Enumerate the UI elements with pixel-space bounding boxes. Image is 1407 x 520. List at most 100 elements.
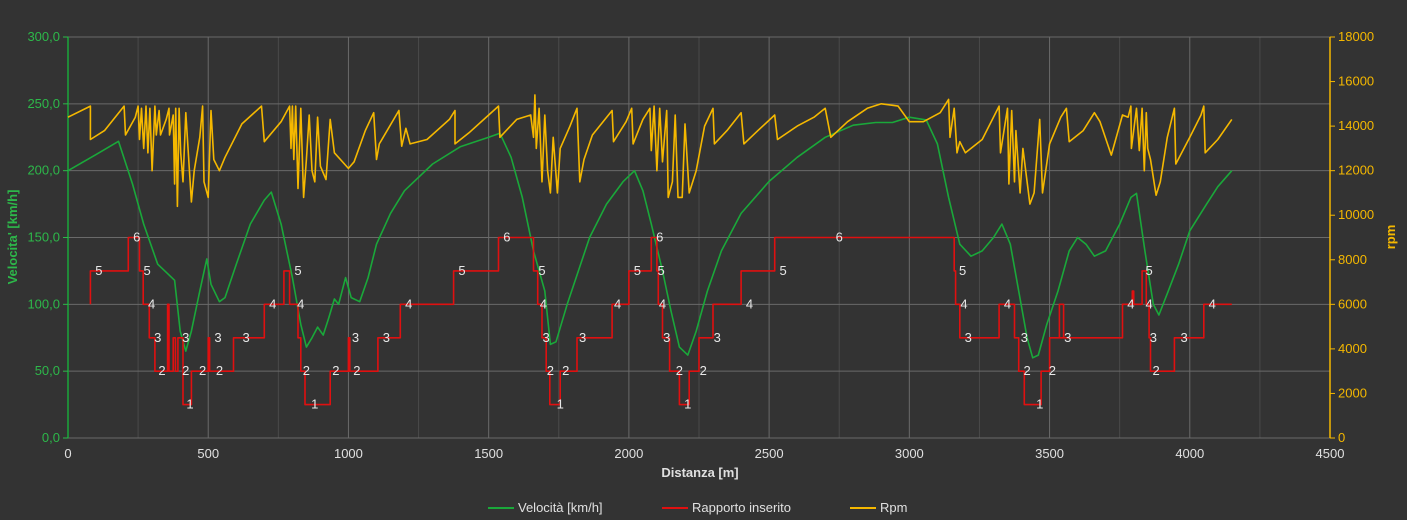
gear-data-label: 3 [242, 330, 249, 345]
gear-data-label: 1 [311, 397, 318, 412]
x-tick-label: 2500 [755, 446, 784, 461]
gear-data-label: 3 [352, 330, 359, 345]
x-tick-label: 3500 [1035, 446, 1064, 461]
x-tick-label: 4500 [1316, 446, 1345, 461]
legend-label-rpm: Rpm [880, 500, 907, 515]
gear-data-label: 4 [540, 296, 547, 311]
gear-data-label: 4 [1209, 296, 1216, 311]
gear-data-label: 2 [562, 363, 569, 378]
gear-data-label: 3 [1064, 330, 1071, 345]
gear-data-label: 4 [659, 296, 666, 311]
gear-data-label: 2 [1049, 363, 1056, 378]
y-left-tick-label: 50,0 [35, 363, 60, 378]
gear-data-label: 4 [269, 296, 276, 311]
legend-label-gear: Rapporto inserito [692, 500, 791, 515]
y-left-tick-label: 0,0 [42, 430, 60, 445]
gear-data-label: 2 [1153, 363, 1160, 378]
gear-data-label: 5 [1146, 263, 1153, 278]
gear-data-label: 4 [297, 296, 304, 311]
gear-data-label: 4 [614, 296, 621, 311]
gear-data-label: 5 [143, 263, 150, 278]
y-right-tick-label: 6000 [1338, 296, 1367, 311]
gear-data-label: 2 [332, 363, 339, 378]
gear-data-label: 4 [1004, 296, 1011, 311]
y-right-tick-label: 12000 [1338, 163, 1374, 178]
gear-data-label: 6 [133, 230, 140, 245]
gear-data-label: 2 [182, 363, 189, 378]
gear-data-label: 5 [634, 263, 641, 278]
gear-data-label: 3 [579, 330, 586, 345]
gear-data-label: 3 [1181, 330, 1188, 345]
gear-data-label: 5 [294, 263, 301, 278]
gear-data-label: 5 [95, 263, 102, 278]
y-left-tick-label: 200,0 [27, 163, 60, 178]
y-left-tick-label: 150,0 [27, 230, 60, 245]
gear-data-label: 2 [547, 363, 554, 378]
gear-data-label: 3 [214, 330, 221, 345]
gear-data-label: 1 [557, 397, 564, 412]
gear-data-label: 5 [658, 263, 665, 278]
gear-data-label: 4 [148, 296, 155, 311]
gear-data-label: 5 [780, 263, 787, 278]
gear-data-label: 3 [383, 330, 390, 345]
axis-ticks: 0 500 1000 1500 2000 2500 3000 3500 4000 4500 0,0 5… [27, 29, 1374, 461]
y-left-tick-label: 250,0 [27, 96, 60, 111]
x-tick-label: 0 [64, 446, 71, 461]
gear-data-label: 2 [199, 363, 206, 378]
y-right-tick-label: 0 [1338, 430, 1345, 445]
gear-data-label: 3 [154, 330, 161, 345]
gear-data-label: 3 [714, 330, 721, 345]
gear-data-label: 4 [1146, 296, 1153, 311]
y-right-tick-label: 10000 [1338, 207, 1374, 222]
gear-data-label: 3 [182, 330, 189, 345]
legend-item-rpm[interactable]: Rpm [850, 500, 907, 515]
gear-data-label: 1 [1036, 397, 1043, 412]
x-tick-label: 1000 [334, 446, 363, 461]
y-right-axis-title: rpm [1383, 225, 1398, 250]
gear-data-label: 2 [353, 363, 360, 378]
x-tick-label: 4000 [1175, 446, 1204, 461]
gear-data-label: 4 [405, 296, 412, 311]
x-tick-label: 2000 [614, 446, 643, 461]
gear-data-label: 4 [1127, 296, 1134, 311]
gear-data-label: 3 [1021, 330, 1028, 345]
legend-item-speed[interactable]: Velocità [km/h] [488, 500, 603, 515]
gear-data-label: 6 [836, 230, 843, 245]
series-line-rpm [67, 94, 1233, 208]
gear-data-label: 3 [543, 330, 550, 345]
gear-data-label: 4 [960, 296, 967, 311]
gear-data-label: 1 [684, 397, 691, 412]
legend: Velocità [km/h] Rapporto inserito Rpm [488, 500, 907, 515]
gear-data-label: 2 [700, 363, 707, 378]
x-tick-label: 3000 [895, 446, 924, 461]
series-line-gear [89, 236, 1232, 406]
grid [67, 36, 1331, 439]
y-left-axis-title: Velocita' [km/h] [5, 190, 20, 285]
y-right-tick-label: 2000 [1338, 385, 1367, 400]
gear-data-label: 3 [1150, 330, 1157, 345]
y-right-tick-label: 8000 [1338, 252, 1367, 267]
gear-data-label: 5 [538, 263, 545, 278]
series-line-speed [67, 116, 1233, 359]
y-right-tick-label: 4000 [1338, 341, 1367, 356]
gear-data-label: 2 [303, 363, 310, 378]
y-left-tick-label: 300,0 [27, 29, 60, 44]
legend-item-gear[interactable]: Rapporto inserito [662, 500, 791, 515]
gear-data-label: 2 [676, 363, 683, 378]
gear-data-label: 2 [158, 363, 165, 378]
x-axis-title: Distanza [m] [661, 465, 738, 480]
gear-data-label: 6 [656, 230, 663, 245]
y-right-tick-label: 14000 [1338, 118, 1374, 133]
x-tick-label: 500 [197, 446, 219, 461]
x-tick-label: 1500 [474, 446, 503, 461]
gear-data-label: 6 [503, 230, 510, 245]
gear-data-label: 5 [959, 263, 966, 278]
legend-label-speed: Velocità [km/h] [518, 500, 603, 515]
gear-data-label: 4 [746, 296, 753, 311]
y-right-tick-label: 18000 [1338, 29, 1374, 44]
gear-data-label: 3 [663, 330, 670, 345]
gear-data-label: 2 [1024, 363, 1031, 378]
series-layer [67, 94, 1233, 406]
